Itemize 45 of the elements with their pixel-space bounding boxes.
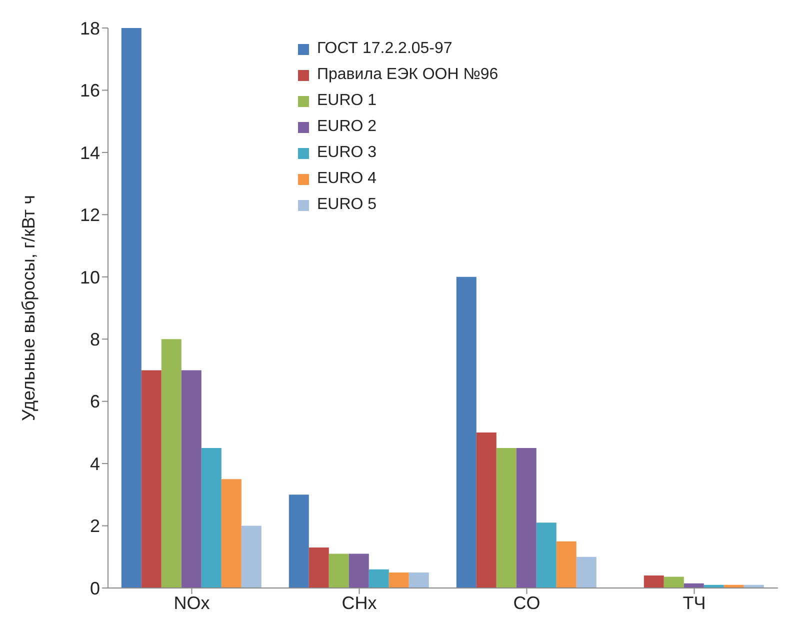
y-tick-label: 4	[90, 454, 100, 474]
x-tick-label: NOx	[174, 592, 210, 613]
x-tick-label: CHx	[342, 592, 377, 613]
bar	[288, 494, 309, 588]
bar	[348, 554, 369, 588]
y-tick-label: 6	[90, 392, 100, 412]
bar	[368, 569, 389, 588]
bar	[388, 572, 409, 588]
legend-label: Правила ЕЭК ООН №96	[317, 65, 498, 85]
bar	[161, 339, 182, 588]
x-tick-label: ТЧ	[682, 592, 706, 613]
x-tick-label: CO	[513, 592, 540, 613]
bar	[476, 432, 496, 588]
bar	[576, 556, 596, 588]
y-tick-label: 8	[90, 330, 100, 350]
legend-label: EURO 4	[317, 169, 377, 189]
bar	[241, 526, 262, 588]
bar	[408, 572, 429, 588]
bar	[644, 576, 664, 588]
bar	[181, 370, 202, 588]
bar	[221, 479, 242, 588]
y-tick-label: 14	[80, 142, 100, 163]
bar	[496, 448, 516, 588]
bar	[516, 448, 536, 588]
bar	[328, 554, 349, 588]
legend-label: EURO 3	[317, 143, 377, 163]
legend-label: EURO 5	[317, 195, 377, 215]
legend-label: EURO 1	[317, 91, 377, 111]
legend-label: ГОСТ 17.2.2.05-97	[317, 39, 452, 59]
y-axis-title: Удельные выбросы, г/кВт ч	[18, 195, 38, 421]
y-tick-label: 2	[90, 516, 100, 536]
y-tick-label: 12	[80, 205, 100, 226]
y-tick-label: 18	[80, 18, 100, 38]
bar	[456, 276, 476, 588]
bar	[536, 522, 556, 588]
bar	[121, 28, 142, 588]
bar	[556, 541, 576, 588]
y-tick-label: 16	[80, 80, 100, 101]
y-tick-label: 10	[80, 267, 100, 288]
bar	[308, 548, 329, 588]
bar	[664, 576, 684, 588]
y-tick-label: 0	[90, 578, 100, 598]
bar	[201, 448, 222, 588]
legend-label: EURO 2	[317, 117, 377, 137]
bar	[141, 370, 162, 588]
